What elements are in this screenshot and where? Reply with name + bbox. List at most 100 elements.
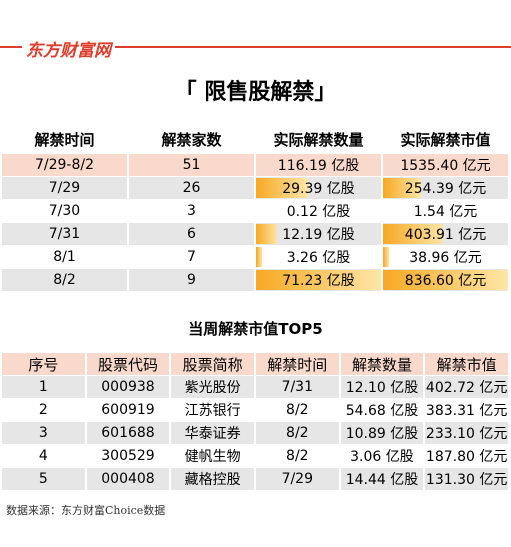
cell-text: 26 (182, 180, 201, 196)
row: 5 000408 藏格控股 7/29 14.44 亿股 131.30 亿元 (2, 468, 508, 490)
cell: 7/29 (255, 468, 339, 490)
cell-text: 000408 (101, 471, 155, 487)
cell-text: 9 (187, 272, 196, 288)
cell-text: 解禁数量 (351, 355, 412, 374)
cell: 实际解禁数量 (256, 125, 381, 153)
cell: 3 (129, 200, 254, 222)
cell: 股票代码 (86, 353, 170, 375)
cell-text: 116.19 亿股 (277, 158, 360, 174)
cell: 000938 (86, 376, 170, 398)
cell-text: 12.10 亿股 (345, 380, 419, 396)
cell: 300529 (87, 445, 170, 467)
cell: 3.06 亿股 (341, 445, 424, 467)
header-row: 序号 股票代码 股票简称 解禁时间 解禁数量 解禁市值 (2, 353, 508, 375)
row: 7/29 26 29.39 亿股 254.39 亿元 (2, 177, 508, 199)
cell: 解禁时间 (2, 125, 127, 153)
cell-text: 10.89 亿股 (345, 426, 419, 442)
cell-text: 实际解禁市值 (400, 130, 491, 149)
cell: 000408 (86, 468, 170, 490)
cell: 藏格控股 (171, 468, 254, 490)
source: 数据来源：东方财富Choice数据 (6, 504, 166, 517)
cell-text: 254.39 亿元 (404, 181, 487, 197)
cell: 8/2 (255, 422, 339, 444)
row: 7/30 3 0.12 亿股 1.54 亿元 (2, 200, 508, 222)
cell-text: 4 (38, 448, 48, 464)
cell: 7/31 (255, 376, 339, 398)
cell: 紫光股份 (171, 376, 254, 398)
cell: 14.44 亿股 (340, 468, 424, 490)
cell-text: 131.30 亿元 (425, 472, 508, 488)
cell: 4 (2, 445, 85, 467)
cell: 233.10 亿元 (425, 422, 508, 444)
cell: 7/29-8/2 (2, 154, 127, 176)
cell: 383.31 亿元 (425, 399, 508, 421)
header-row: 解禁时间 解禁家数 实际解禁数量 实际解禁市值 (2, 125, 508, 153)
cell: 187.80 亿元 (425, 445, 508, 467)
cell: 7/30 (2, 200, 127, 222)
cell-text: 8/2 (286, 402, 309, 418)
cell: 29.39 亿股 (256, 177, 381, 199)
row: 8/2 9 71.23 亿股 836.60 亿元 (2, 269, 508, 291)
cell-text: 健帆生物 (184, 449, 241, 465)
cell: 股票简称 (171, 353, 254, 375)
cell: 江苏银行 (171, 399, 254, 421)
row: 3 601688 华泰证券 8/2 10.89 亿股 233.10 亿元 (2, 422, 508, 444)
cell-text: 江苏银行 (184, 403, 241, 419)
cell-text: 601688 (101, 425, 155, 441)
cell: 54.68 亿股 (341, 399, 424, 421)
header-rule (0, 46, 511, 48)
row: 7/29-8/2 51 116.19 亿股 1535.40 亿元 (2, 154, 508, 176)
cell: 116.19 亿股 (256, 154, 381, 176)
cell: 601688 (86, 422, 170, 444)
bar (256, 270, 381, 290)
cell: 1 (2, 376, 85, 398)
cell-text: 解禁时间 (267, 355, 328, 374)
cell: 6 (129, 223, 254, 245)
cell-text: 1 (38, 379, 48, 395)
cell: 5 (2, 468, 85, 490)
cell-text: 华泰证券 (184, 426, 241, 442)
cell: 71.23 亿股 (256, 269, 381, 291)
cell: 8/1 (2, 246, 127, 268)
cell: 403.91 亿元 (383, 223, 508, 245)
cell-text: 解禁市值 (436, 355, 497, 374)
cell-text: 600919 (101, 402, 155, 418)
cell-text: 71.23 亿股 (282, 273, 355, 289)
cell: 8/2 (256, 445, 339, 467)
cell-text: 300529 (101, 448, 155, 464)
cell-text: 0.12 亿股 (286, 204, 351, 220)
cell-text: 403.91 亿元 (404, 227, 487, 243)
cell-text: 233.10 亿元 (425, 426, 508, 442)
subtitle: 当周解禁市值TOP5 (188, 320, 323, 338)
cell: 26 (129, 177, 254, 199)
cell: 华泰证券 (171, 422, 254, 444)
cell-text: 12.19 亿股 (282, 227, 355, 243)
cell-text: 7/30 (48, 203, 81, 219)
cell: 38.96 亿元 (383, 246, 508, 268)
cell: 1.54 亿元 (383, 200, 508, 222)
cell: 解禁家数 (129, 125, 254, 153)
cell-text: 紫光股份 (184, 380, 241, 396)
cell-text: 29.39 亿股 (282, 181, 355, 197)
row: 4 300529 健帆生物 8/2 3.06 亿股 187.80 亿元 (2, 445, 508, 467)
bar (383, 247, 389, 267)
row: 1 000938 紫光股份 7/31 12.10 亿股 402.72 亿元 (2, 376, 508, 398)
cell: 12.19 亿股 (256, 223, 381, 245)
cell-text: 解禁时间 (34, 130, 95, 149)
cell: 序号 (2, 353, 85, 375)
cell: 2 (2, 399, 85, 421)
cell-text: 7/29-8/2 (34, 157, 95, 173)
cell-text: 51 (182, 157, 201, 173)
cell: 3.26 亿股 (256, 246, 381, 268)
cell-text: 8/2 (286, 448, 309, 464)
cell: 600919 (87, 399, 170, 421)
cell: 解禁市值 (425, 353, 508, 375)
cell: 7/31 (2, 223, 127, 245)
cell-text: 解禁家数 (161, 130, 222, 149)
cell-text: 7/31 (281, 379, 314, 395)
cell-text: 14.44 亿股 (345, 472, 419, 488)
cell: 12.10 亿股 (340, 376, 424, 398)
cell-text: 实际解禁数量 (273, 130, 364, 149)
cell: 解禁数量 (340, 353, 424, 375)
